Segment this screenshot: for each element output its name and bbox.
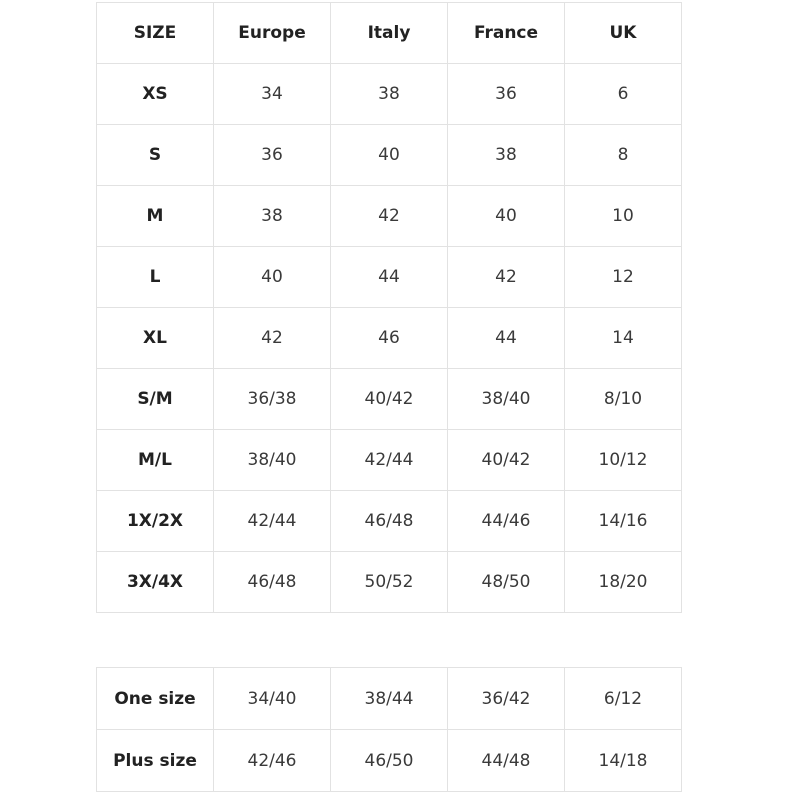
one-and-plus-size-table: One size 34/40 38/44 36/42 6/12 Plus size 42/4… [96,667,682,792]
size-value-cell: 38 [447,124,565,186]
column-header: UK [564,2,682,64]
size-value-cell: 18/20 [564,551,682,613]
size-value-cell: 46/48 [330,490,448,552]
size-value-cell: 14/18 [564,729,682,792]
size-value-cell: 36/38 [213,368,331,430]
table-row: XL 42 46 44 14 [96,307,682,369]
table-row: XS 34 38 36 6 [96,63,682,125]
size-value-cell: 42/46 [213,729,331,792]
size-label-cell: Plus size [96,729,214,792]
size-value-cell: 14 [564,307,682,369]
size-value-cell: 44/48 [447,729,565,792]
size-label-cell: L [96,246,214,308]
size-value-cell: 36 [213,124,331,186]
size-value-cell: 40 [447,185,565,247]
size-value-cell: 8/10 [564,368,682,430]
size-label-cell: 3X/4X [96,551,214,613]
size-value-cell: 42 [213,307,331,369]
table-row: S/M 36/38 40/42 38/40 8/10 [96,368,682,430]
size-label-cell: One size [96,667,214,730]
size-value-cell: 40/42 [447,429,565,491]
size-value-cell: 42/44 [330,429,448,491]
size-value-cell: 44 [447,307,565,369]
size-value-cell: 46/48 [213,551,331,613]
size-value-cell: 10/12 [564,429,682,491]
size-value-cell: 6 [564,63,682,125]
table-row: L 40 44 42 12 [96,246,682,308]
size-label-cell: S [96,124,214,186]
size-value-cell: 40/42 [330,368,448,430]
table-row: M 38 42 40 10 [96,185,682,247]
size-value-cell: 38 [330,63,448,125]
size-value-cell: 6/12 [564,667,682,730]
table-row: Plus size 42/46 46/50 44/48 14/18 [96,729,682,792]
size-value-cell: 34 [213,63,331,125]
size-value-cell: 42 [447,246,565,308]
size-label-cell: S/M [96,368,214,430]
table-row: 3X/4X 46/48 50/52 48/50 18/20 [96,551,682,613]
size-value-cell: 40 [213,246,331,308]
size-value-cell: 38/40 [447,368,565,430]
column-header: Italy [330,2,448,64]
size-value-cell: 34/40 [213,667,331,730]
size-label-cell: XS [96,63,214,125]
size-value-cell: 36 [447,63,565,125]
size-value-cell: 8 [564,124,682,186]
size-value-cell: 38 [213,185,331,247]
size-value-cell: 48/50 [447,551,565,613]
table-row: 1X/2X 42/44 46/48 44/46 14/16 [96,490,682,552]
size-value-cell: 38/40 [213,429,331,491]
size-value-cell: 42 [330,185,448,247]
size-label-cell: M [96,185,214,247]
size-conversion-table: SIZE Europe Italy France UK XS 34 38 36 6 S 36 40 38 8… [96,2,682,613]
size-value-cell: 14/16 [564,490,682,552]
column-header: Europe [213,2,331,64]
size-value-cell: 44 [330,246,448,308]
column-header: France [447,2,565,64]
size-value-cell: 50/52 [330,551,448,613]
size-value-cell: 46 [330,307,448,369]
size-value-cell: 38/44 [330,667,448,730]
size-value-cell: 44/46 [447,490,565,552]
size-value-cell: 40 [330,124,448,186]
column-header: SIZE [96,2,214,64]
size-value-cell: 42/44 [213,490,331,552]
size-label-cell: 1X/2X [96,490,214,552]
table-row: S 36 40 38 8 [96,124,682,186]
table-header-row: SIZE Europe Italy France UK [96,2,682,64]
size-value-cell: 12 [564,246,682,308]
table-row: One size 34/40 38/44 36/42 6/12 [96,667,682,730]
size-value-cell: 10 [564,185,682,247]
table-row: M/L 38/40 42/44 40/42 10/12 [96,429,682,491]
size-value-cell: 36/42 [447,667,565,730]
size-label-cell: M/L [96,429,214,491]
size-label-cell: XL [96,307,214,369]
size-value-cell: 46/50 [330,729,448,792]
